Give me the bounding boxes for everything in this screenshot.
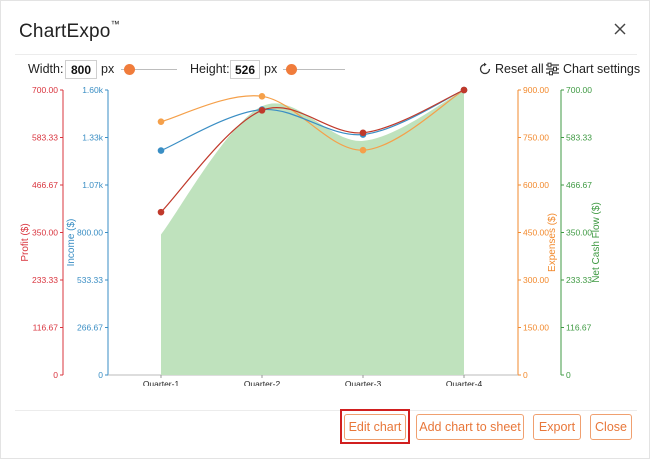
reset-all-button[interactable]: Reset all: [478, 61, 544, 77]
profit-line: [160, 89, 465, 213]
profit-point: [359, 129, 367, 137]
netcash-tick-label: 233.33: [566, 275, 592, 285]
net-cash-flow-area: [161, 90, 464, 375]
profit-point: [258, 107, 266, 114]
chart-canvas: 0 116.67 233.33 350.00 466.67 583.33 700.00 Pro…: [20, 85, 602, 386]
chart-settings-button[interactable]: Chart settings: [545, 61, 640, 77]
sliders-icon: [546, 62, 559, 76]
profit-tick-label: 233.33: [32, 275, 58, 285]
edit-chart-button[interactable]: Edit chart: [344, 414, 406, 440]
profit-point: [460, 86, 468, 94]
netcash-tick-label: 350.00: [566, 228, 592, 238]
footer-divider: [15, 410, 637, 411]
expenses-tick-label: 900.00: [523, 85, 549, 95]
expenses-tick-label: 150.00: [523, 323, 549, 333]
close-icon[interactable]: [610, 19, 630, 39]
expenses-point: [359, 146, 367, 154]
edit-chart-highlight: [340, 409, 410, 444]
profit-point: [157, 208, 165, 216]
width-input[interactable]: [65, 60, 97, 79]
expenses-line: [160, 89, 465, 151]
profit-tick-label: 583.33: [32, 133, 58, 143]
income-tick-label: 800.00: [77, 228, 103, 238]
x-tick-label: Quarter-1: [143, 379, 180, 386]
profit-tick-label: 0: [53, 370, 58, 380]
income-tick-label: 533.33: [77, 275, 103, 285]
height-label: Height:: [190, 62, 230, 76]
income-tick-label: 1.33k: [82, 133, 104, 143]
expenses-axis-title: Expenses ($): [547, 213, 558, 272]
height-unit: px: [264, 62, 278, 76]
profit-tick-label: 350.00: [32, 228, 58, 238]
height-input[interactable]: [230, 60, 260, 79]
add-chart-to-sheet-button[interactable]: Add chart to sheet: [416, 414, 524, 440]
income-tick-label: 266.67: [77, 323, 103, 333]
height-slider-thumb[interactable]: [286, 64, 297, 75]
close-button[interactable]: Close: [590, 414, 632, 440]
expenses-point: [258, 93, 266, 100]
profit-tick-label: 116.67: [33, 323, 59, 333]
x-tick-label: Quarter-2: [244, 379, 281, 386]
expenses-tick-label: 300.00: [523, 275, 549, 285]
expenses-tick-label: 750.00: [523, 133, 549, 143]
chart-settings-label: Chart settings: [563, 62, 641, 76]
netcash-axis-title: Net Cash Flow ($): [591, 202, 602, 283]
x-tick-label: Quarter-4: [446, 379, 483, 386]
income-tick-label: 1.60k: [82, 85, 104, 95]
header-divider: [15, 54, 637, 55]
reset-icon: [479, 62, 491, 75]
profit-axis-title: Profit ($): [20, 223, 31, 261]
expenses-tick-label: 0: [523, 370, 528, 380]
width-label: Width:: [28, 62, 64, 76]
netcash-tick-label: 466.67: [566, 180, 592, 190]
profit-tick-label: 700.00: [32, 85, 58, 95]
income-line: [160, 89, 465, 152]
expenses-tick-label: 600.00: [523, 180, 549, 190]
trademark-mark: ™: [110, 19, 120, 29]
width-unit: px: [101, 62, 115, 76]
width-slider-thumb[interactable]: [124, 64, 135, 75]
x-tick-label: Quarter-3: [345, 379, 382, 386]
profit-tick-label: 466.67: [32, 180, 58, 190]
height-slider-track[interactable]: [283, 69, 345, 70]
netcash-tick-label: 116.67: [566, 323, 592, 333]
income-tick-label: 1.07k: [82, 180, 104, 190]
income-point: [157, 147, 165, 154]
netcash-tick-label: 700.00: [566, 85, 592, 95]
reset-all-label: Reset all: [495, 62, 544, 76]
netcash-tick-label: 583.33: [566, 133, 592, 143]
export-button[interactable]: Export: [533, 414, 581, 440]
netcash-tick-label: 0: [566, 370, 571, 380]
expenses-tick-label: 450.00: [523, 228, 549, 238]
income-axis-title: Income ($): [66, 219, 77, 267]
income-tick-label: 0: [98, 370, 103, 380]
dialog-title: ChartExpo™: [19, 19, 120, 42]
width-slider-track[interactable]: [121, 69, 177, 70]
expenses-point: [157, 118, 165, 125]
